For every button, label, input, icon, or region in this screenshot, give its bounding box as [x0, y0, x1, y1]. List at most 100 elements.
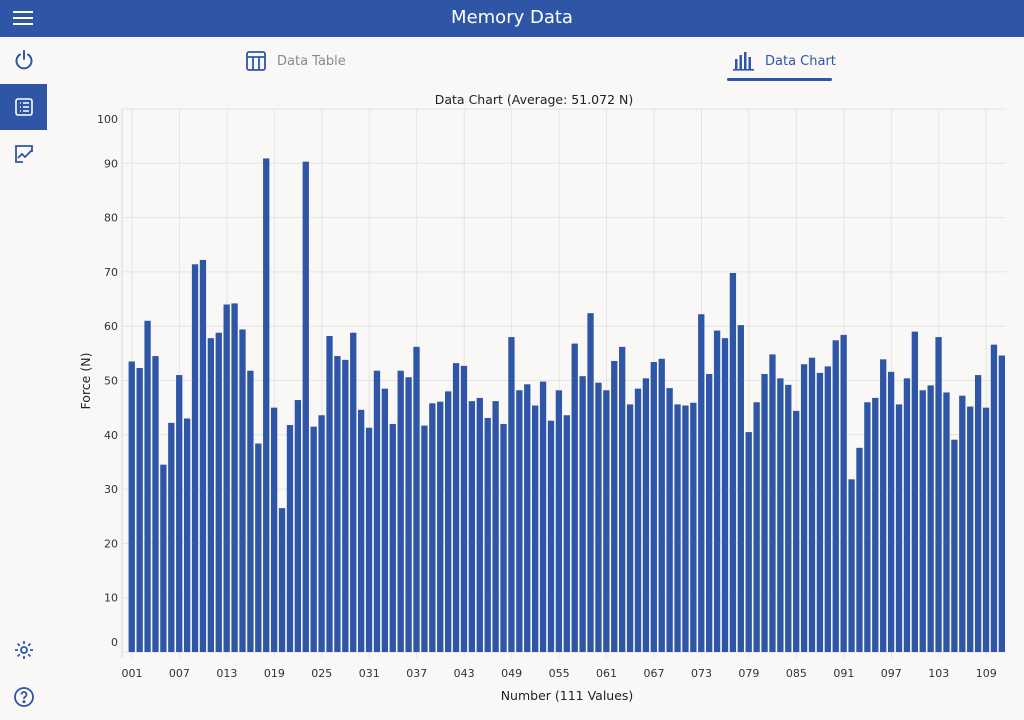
bar[interactable]	[816, 372, 824, 652]
bar[interactable]	[935, 337, 942, 652]
bar[interactable]	[706, 373, 713, 652]
bar[interactable]	[421, 425, 428, 652]
sidebar-item-data[interactable]	[0, 84, 47, 130]
bar[interactable]	[579, 376, 586, 652]
bar[interactable]	[555, 390, 563, 652]
tab-data-table[interactable]: Data Table	[245, 46, 346, 76]
bar[interactable]	[666, 388, 673, 652]
bar[interactable]	[255, 443, 262, 652]
bar[interactable]	[903, 378, 911, 652]
bar[interactable]	[642, 378, 650, 652]
bar[interactable]	[832, 340, 839, 652]
bar[interactable]	[508, 337, 515, 652]
bar[interactable]	[864, 402, 871, 652]
bar[interactable]	[698, 314, 705, 652]
bar[interactable]	[880, 359, 887, 652]
bar[interactable]	[294, 400, 302, 652]
bar[interactable]	[136, 368, 143, 652]
bar[interactable]	[532, 405, 539, 652]
bar[interactable]	[460, 365, 468, 652]
bar[interactable]	[785, 384, 792, 652]
bar[interactable]	[247, 370, 254, 652]
bar[interactable]	[611, 360, 618, 652]
bar[interactable]	[840, 334, 847, 652]
bar[interactable]	[350, 332, 357, 652]
bar[interactable]	[761, 373, 768, 652]
bar[interactable]	[777, 378, 784, 652]
bar[interactable]	[128, 361, 135, 652]
bar[interactable]	[682, 405, 689, 652]
bar[interactable]	[729, 272, 737, 652]
bar[interactable]	[982, 407, 990, 652]
bar[interactable]	[444, 391, 452, 652]
bar[interactable]	[713, 330, 721, 652]
bar[interactable]	[405, 377, 412, 652]
bar[interactable]	[848, 479, 855, 652]
help-button[interactable]	[0, 674, 47, 720]
bar[interactable]	[492, 401, 499, 652]
bar[interactable]	[516, 390, 523, 652]
bar[interactable]	[603, 390, 610, 652]
bar[interactable]	[587, 313, 594, 652]
bar[interactable]	[737, 325, 744, 652]
bar[interactable]	[800, 364, 808, 652]
bar[interactable]	[500, 423, 507, 652]
bar[interactable]	[547, 420, 555, 652]
bar[interactable]	[745, 432, 752, 652]
bar[interactable]	[959, 395, 966, 652]
bar[interactable]	[452, 363, 460, 652]
bar[interactable]	[318, 415, 325, 652]
bar[interactable]	[326, 335, 333, 652]
bar[interactable]	[967, 406, 974, 652]
bar[interactable]	[302, 161, 309, 652]
bar[interactable]	[793, 410, 800, 652]
bar[interactable]	[927, 385, 934, 652]
bar[interactable]	[595, 382, 602, 652]
bar[interactable]	[215, 332, 222, 652]
bar[interactable]	[239, 329, 246, 652]
bar[interactable]	[476, 397, 483, 652]
bar[interactable]	[231, 303, 238, 652]
bar[interactable]	[895, 404, 903, 652]
tab-data-chart[interactable]: Data Chart	[733, 46, 836, 76]
bar[interactable]	[397, 370, 404, 652]
bar[interactable]	[191, 264, 199, 652]
power-button[interactable]	[0, 37, 47, 83]
bar[interactable]	[524, 384, 531, 652]
bar[interactable]	[856, 447, 863, 652]
bar[interactable]	[152, 356, 159, 652]
bar[interactable]	[334, 356, 341, 652]
bar[interactable]	[310, 426, 317, 652]
hamburger-menu-icon[interactable]	[13, 11, 33, 27]
bar[interactable]	[887, 371, 895, 652]
bar[interactable]	[223, 304, 230, 652]
bar[interactable]	[753, 402, 760, 652]
bar[interactable]	[199, 259, 207, 652]
bar[interactable]	[571, 343, 578, 652]
bar[interactable]	[160, 464, 167, 652]
bar[interactable]	[207, 338, 215, 652]
bar[interactable]	[484, 417, 491, 652]
bar[interactable]	[263, 158, 270, 652]
bar[interactable]	[278, 508, 286, 652]
bar[interactable]	[168, 422, 175, 652]
bar[interactable]	[824, 366, 831, 652]
bar[interactable]	[389, 423, 396, 652]
bar[interactable]	[919, 390, 926, 652]
bar[interactable]	[974, 375, 982, 652]
bar[interactable]	[943, 392, 950, 652]
bar[interactable]	[674, 404, 681, 652]
bar[interactable]	[634, 388, 642, 652]
bar[interactable]	[437, 401, 444, 652]
bar[interactable]	[808, 357, 816, 652]
bar[interactable]	[769, 354, 776, 652]
bar[interactable]	[626, 404, 634, 652]
bar[interactable]	[872, 397, 879, 652]
bar[interactable]	[539, 381, 547, 652]
bar[interactable]	[650, 362, 657, 652]
bar[interactable]	[690, 402, 697, 652]
bar[interactable]	[990, 344, 998, 652]
bar[interactable]	[176, 375, 183, 652]
bar[interactable]	[270, 407, 278, 652]
bar[interactable]	[413, 346, 420, 652]
